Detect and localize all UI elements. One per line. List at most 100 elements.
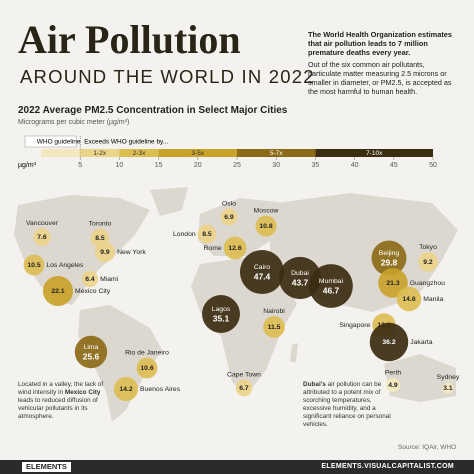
city-value: 10.8 xyxy=(259,223,272,230)
annotation-text: air pollution can be attributed to a pot… xyxy=(303,381,391,428)
city-value: 10.5 xyxy=(27,262,40,269)
city-bubble xyxy=(202,295,240,333)
city-name: London xyxy=(173,231,196,238)
legend-tick-label: 45 xyxy=(390,162,398,169)
city-bubble xyxy=(42,275,74,307)
legend-segment xyxy=(315,149,433,157)
city-name: Toronto xyxy=(89,220,112,227)
city-value: 14.6 xyxy=(402,296,415,303)
legend-segment xyxy=(158,149,237,157)
legend-tick-label: 35 xyxy=(312,162,320,169)
city-value: 22.1 xyxy=(51,288,64,295)
city-bubble xyxy=(235,379,253,397)
city-name: Tokyo xyxy=(419,244,437,251)
legend-tick-label: 25 xyxy=(233,162,241,169)
city-bubble xyxy=(33,228,51,246)
subtitle: AROUND THE WORLD IN 2022 xyxy=(20,66,315,87)
legend-tick-label: 40 xyxy=(351,162,359,169)
city-name: Oslo xyxy=(222,200,236,207)
city-name: Rome xyxy=(204,245,222,252)
city-bubble xyxy=(309,264,353,308)
city-name: Sydney xyxy=(437,374,460,381)
city-name: Vancouver xyxy=(26,220,59,227)
legend-tick-label: 50 xyxy=(429,162,437,169)
city-name: Mexico City xyxy=(75,288,111,295)
city-value: 25.6 xyxy=(83,351,100,361)
legend-tick-label: 5 xyxy=(78,162,82,169)
chart-heading: 2022 Average PM2.5 Concentration in Sele… xyxy=(18,105,288,116)
city-bubble xyxy=(371,240,407,276)
legend-bin-label: 1-2x xyxy=(93,150,106,157)
city-bubble xyxy=(94,241,116,263)
city-name: Cairo xyxy=(254,264,270,271)
city-bubble xyxy=(197,224,217,244)
city-bubble xyxy=(442,382,454,394)
city-name: Buenos Aires xyxy=(140,386,181,393)
city-value: 29.8 xyxy=(381,257,398,267)
footer xyxy=(0,460,474,474)
city-value: 9.2 xyxy=(423,259,433,266)
annotation: Located in a valley, the lack of wind in… xyxy=(18,381,110,421)
city-bubble xyxy=(74,335,108,369)
city-value: 7.6 xyxy=(37,234,47,241)
city-value: 46.7 xyxy=(323,285,340,295)
city-name: Moscow xyxy=(254,207,279,214)
city-name: Beijing xyxy=(379,250,400,257)
annotation-text: leads to reduced diffusion of vehicular … xyxy=(18,397,98,420)
intro: Out of the six common air pollutants, pa… xyxy=(308,60,452,96)
city-name: Lima xyxy=(84,344,99,351)
city-bubble xyxy=(81,270,99,288)
city-name: Singapore xyxy=(339,322,370,329)
brand: ELEMENTS xyxy=(22,462,71,472)
legend-bin-label: 7-10x xyxy=(366,150,383,157)
exceeds-label: Exceeds WHO guideline by... xyxy=(84,139,168,146)
legend-bin-label: 2-3x xyxy=(133,150,146,157)
who-box xyxy=(24,135,77,148)
city-value: 35.1 xyxy=(213,313,230,323)
city-bubble xyxy=(418,252,438,272)
city-value: 14.2 xyxy=(119,386,132,393)
city-value: 11.5 xyxy=(268,324,281,331)
city-bubble xyxy=(220,208,238,226)
city-value: 6.9 xyxy=(224,214,234,221)
city-name: New York xyxy=(117,249,146,256)
city-value: 6.7 xyxy=(239,385,249,392)
city-bubble xyxy=(263,316,285,338)
city-value: 21.3 xyxy=(386,280,399,287)
city-bubble xyxy=(136,357,158,379)
source: Source: IQAir, WHO xyxy=(398,444,457,451)
legend-bin-label: 5-7x xyxy=(270,150,283,157)
url: ELEMENTS.VISUALCAPITALIST.COM xyxy=(321,463,454,470)
intro-bold: The World Health Organization estimates … xyxy=(308,30,453,57)
title: Air Pollution xyxy=(18,17,241,62)
city-value: 4.9 xyxy=(388,382,398,389)
city-name: Jakarta xyxy=(410,339,433,346)
city-bubble xyxy=(239,249,285,295)
city-value: 10.6 xyxy=(140,365,153,372)
legend-segment xyxy=(41,149,81,157)
legend-unit: µg/m³ xyxy=(18,162,37,169)
city-value: 47.4 xyxy=(254,271,271,281)
legend-tick-label: 20 xyxy=(194,162,202,169)
legend-segment xyxy=(237,149,316,157)
chart-subheading: Micrograms per cubic meter (µg/m³) xyxy=(18,119,130,126)
city-bubble xyxy=(23,254,45,276)
city-name: Manila xyxy=(423,296,443,303)
city-name: Cape Town xyxy=(227,372,261,379)
city-bubble xyxy=(255,215,277,237)
city-bubble xyxy=(385,377,401,393)
legend-segment xyxy=(80,149,120,157)
city-value: 3.1 xyxy=(443,385,453,392)
city-value: 36.2 xyxy=(382,339,395,346)
city-bubble xyxy=(113,376,139,402)
who-label: WHO guideline xyxy=(37,139,81,146)
city-name: Miami xyxy=(100,276,119,283)
legend-segment xyxy=(119,149,159,157)
city-value: 6.4 xyxy=(85,276,95,283)
annotation: Dubai's air pollution can be attributed … xyxy=(303,381,395,429)
annotation-bold: Mexico City xyxy=(64,389,101,396)
city-value: 9.9 xyxy=(100,249,110,256)
legend-tick-label: 15 xyxy=(155,162,163,169)
city-bubble xyxy=(396,286,422,312)
